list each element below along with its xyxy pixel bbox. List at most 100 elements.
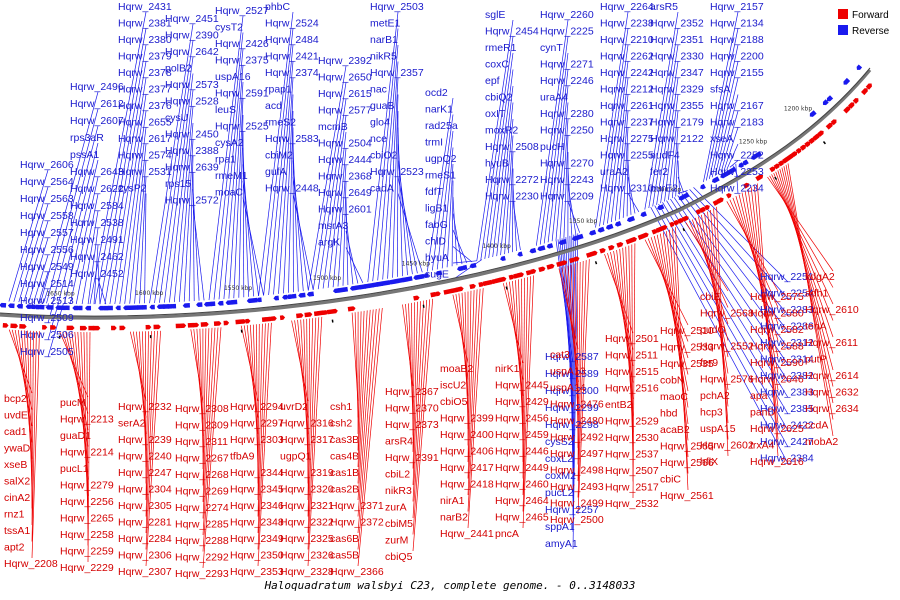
reverse-gene-arrow bbox=[856, 64, 863, 70]
reverse-gene-label: Hqrw_2251 bbox=[760, 271, 814, 283]
reverse-leader-line bbox=[452, 196, 458, 266]
reverse-gene-arrow bbox=[98, 305, 104, 311]
forward-leader-line bbox=[303, 319, 309, 468]
reverse-gene-label: moaC bbox=[215, 187, 243, 199]
reverse-leader-line bbox=[555, 102, 569, 241]
forward-gene-label: Hqrw_2239 bbox=[118, 434, 172, 446]
forward-gene-arrow bbox=[782, 157, 789, 164]
reverse-gene-arrow bbox=[742, 159, 749, 166]
reverse-leader-line bbox=[567, 201, 581, 233]
reverse-gene-label: Hqrw_2379 bbox=[118, 51, 172, 63]
forward-gene-arrow bbox=[804, 141, 811, 148]
forward-gene-label: Hqrw_2346 bbox=[230, 500, 284, 512]
reverse-gene-arrow bbox=[597, 226, 605, 233]
reverse-gene-label: cadA bbox=[370, 183, 394, 195]
reverse-leader-line bbox=[476, 19, 514, 261]
reverse-gene-label: Hqrw_2513 bbox=[20, 295, 74, 307]
forward-gene-label: Hqrw_2480 bbox=[550, 415, 604, 427]
reverse-gene-label: Hqrw_2639 bbox=[165, 162, 219, 174]
forward-gene-label: Hqrw_2214 bbox=[60, 447, 114, 459]
reverse-gene-label: Hqrw_2209 bbox=[540, 191, 594, 203]
forward-leader-line bbox=[750, 187, 779, 424]
reverse-leader-line bbox=[345, 230, 359, 284]
reverse-gene-arrow bbox=[208, 301, 216, 307]
forward-leader-line bbox=[31, 330, 34, 526]
reverse-gene-label: Hqrw_2506 bbox=[20, 329, 74, 341]
forward-gene-label: zurM bbox=[385, 535, 408, 547]
forward-leader-line bbox=[257, 323, 260, 501]
forward-gene-label: Hqrw_2305 bbox=[118, 500, 172, 512]
forward-gene-label: Hqrw_2311 bbox=[175, 436, 228, 448]
forward-leader-line bbox=[573, 263, 579, 432]
forward-gene-arrow bbox=[530, 268, 537, 275]
reverse-gene-arrow bbox=[84, 305, 92, 311]
forward-leader-line bbox=[357, 309, 374, 517]
reverse-gene-arrow bbox=[229, 299, 238, 305]
reverse-leader-line bbox=[307, 65, 347, 291]
reverse-gene-label: Hqrw_2383 bbox=[760, 387, 814, 399]
forward-leader-line bbox=[199, 328, 204, 453]
reverse-leader-line bbox=[723, 127, 739, 171]
forward-gene-arrow bbox=[699, 206, 707, 213]
reverse-gene-label: Hqrw_2484 bbox=[265, 34, 319, 46]
reverse-gene-label: nudF4 bbox=[650, 150, 680, 162]
reverse-gene-label: Hqrw_2382 bbox=[760, 370, 814, 382]
reverse-leader-line bbox=[173, 106, 194, 303]
forward-gene-arrow bbox=[677, 217, 684, 224]
forward-leader-line bbox=[307, 318, 314, 517]
forward-gene-arrow bbox=[192, 322, 200, 328]
reverse-gene-label: Hqrw_2225 bbox=[540, 26, 594, 38]
forward-gene-arrow bbox=[607, 245, 615, 251]
forward-gene-label: apt2 bbox=[4, 542, 25, 554]
forward-gene-label: Hqrw_2284 bbox=[118, 533, 172, 545]
gene-arrows bbox=[0, 64, 872, 331]
reverse-leader-line bbox=[208, 15, 244, 301]
reverse-leader-line bbox=[720, 110, 739, 173]
reverse-leader-line bbox=[559, 118, 569, 239]
reverse-gene-label: uraA2 bbox=[600, 166, 628, 178]
reverse-leader-line bbox=[607, 61, 629, 224]
forward-gene-label: nirK1 bbox=[495, 363, 520, 375]
forward-gene-label: tssA1 bbox=[4, 525, 30, 537]
reverse-gene-label: Hqrw_2584 bbox=[70, 200, 124, 212]
scale-tick-label: 1450 kbp bbox=[402, 260, 430, 267]
reverse-gene-label: guaB bbox=[370, 100, 395, 112]
forward-gene-label: Hqrw_2285 bbox=[175, 519, 229, 531]
reverse-gene-label: Hqrw_2643 bbox=[70, 166, 124, 178]
reverse-leader-line bbox=[703, 11, 739, 183]
reverse-gene-label: Hqrw_2452 bbox=[70, 268, 124, 280]
reverse-gene-label: Hqrw_2200 bbox=[710, 51, 764, 63]
reverse-gene-arrow bbox=[711, 176, 720, 184]
forward-gene-arrow bbox=[726, 193, 732, 199]
forward-gene-label: pucM bbox=[60, 397, 86, 409]
forward-leader-line bbox=[145, 330, 161, 567]
reverse-gene-label: Hqrw_2390 bbox=[165, 30, 219, 42]
reverse-leader-line bbox=[192, 205, 205, 301]
forward-leader-line bbox=[522, 276, 531, 512]
reverse-gene-label: Hqrw_2563 bbox=[20, 193, 74, 205]
forward-leader-line bbox=[31, 331, 40, 559]
reverse-gene-arrow bbox=[16, 303, 23, 309]
forward-gene-label: Hqrw_2344 bbox=[230, 467, 284, 479]
forward-gene-arrow bbox=[79, 325, 88, 331]
reverse-gene-arrow bbox=[217, 300, 224, 306]
forward-gene-arrow bbox=[712, 200, 719, 206]
forward-gene-label: serA2 bbox=[118, 418, 146, 430]
reverse-gene-arrow bbox=[115, 305, 121, 311]
forward-leader-line bbox=[412, 302, 415, 453]
forward-gene-label: cinA2 bbox=[4, 492, 30, 504]
forward-leader-line bbox=[307, 316, 323, 567]
reverse-leader-line bbox=[627, 160, 632, 215]
reverse-leader-line bbox=[496, 102, 514, 257]
forward-gene-label: cbiC bbox=[660, 474, 681, 486]
forward-gene-label: zurA bbox=[385, 502, 407, 514]
forward-leader-line bbox=[522, 277, 525, 479]
legend-forward-label: Forward bbox=[852, 10, 889, 21]
forward-leader-line bbox=[357, 308, 377, 534]
forward-gene-arrow bbox=[616, 241, 624, 248]
reverse-gene-label: Hqrw_2255 bbox=[600, 150, 654, 162]
reverse-leader-line bbox=[535, 19, 569, 246]
forward-gene-label: pchA2 bbox=[700, 390, 730, 402]
reverse-gene-label: Hqrw_2505 bbox=[20, 346, 74, 358]
forward-leader-line bbox=[467, 289, 478, 496]
